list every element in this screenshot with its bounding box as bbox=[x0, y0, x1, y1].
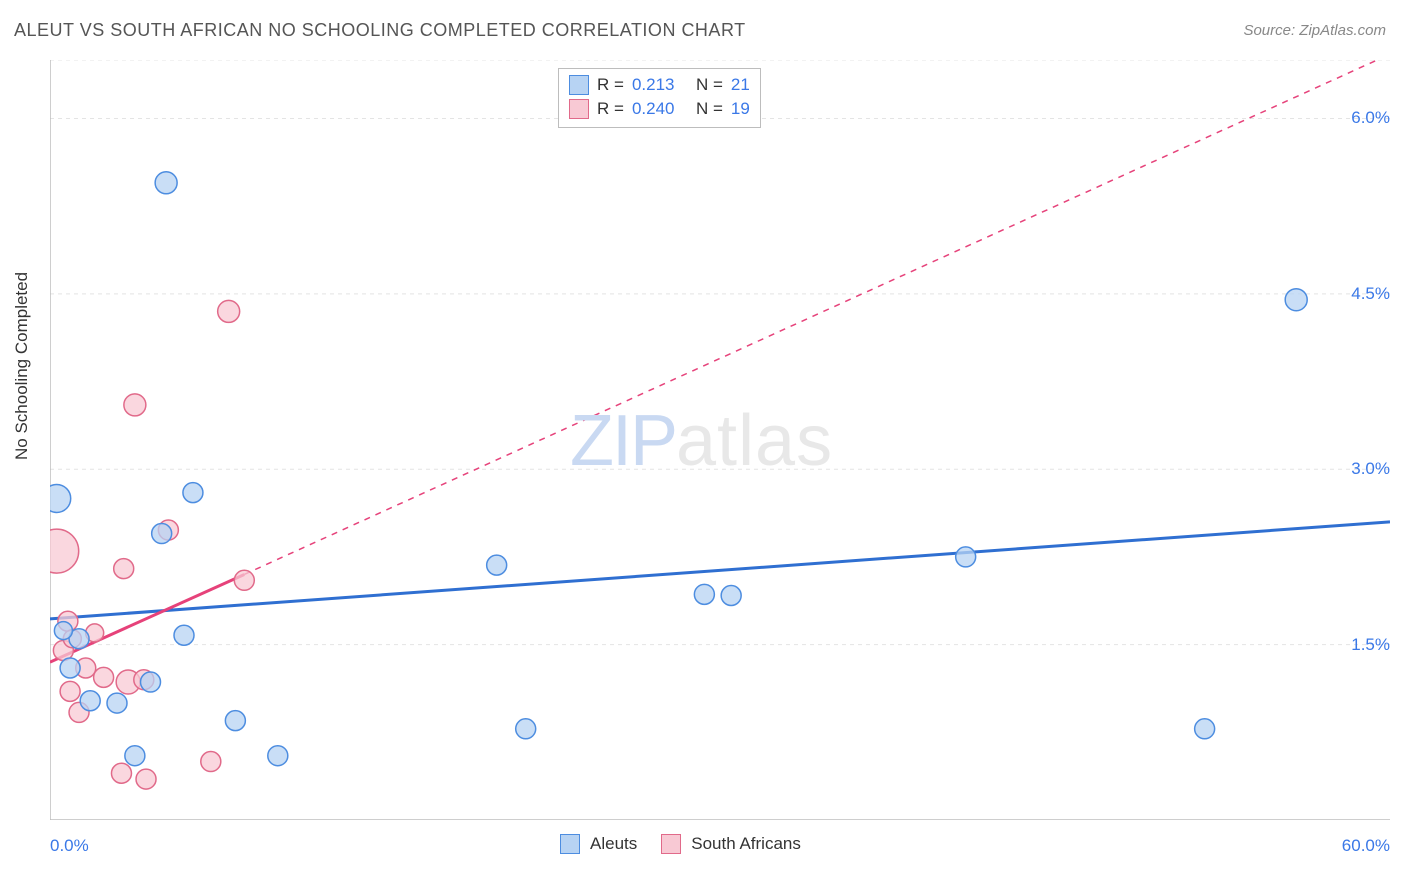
legend-swatch bbox=[569, 75, 589, 95]
legend-n-label: N = bbox=[696, 97, 723, 121]
scatter-plot bbox=[50, 60, 1390, 820]
y-axis-label: No Schooling Completed bbox=[12, 272, 32, 460]
legend-r-value: 0.240 bbox=[632, 97, 688, 121]
legend-swatch bbox=[569, 99, 589, 119]
y-tick-label: 4.5% bbox=[1351, 284, 1390, 304]
y-tick-label: 6.0% bbox=[1351, 108, 1390, 128]
legend-row: R = 0.240 N = 19 bbox=[569, 97, 750, 121]
series-legend: Aleuts South Africans bbox=[560, 834, 815, 854]
legend-r-value: 0.213 bbox=[632, 73, 688, 97]
legend-r-label: R = bbox=[597, 73, 624, 97]
legend-row: R = 0.213 N = 21 bbox=[569, 73, 750, 97]
y-tick-label: 1.5% bbox=[1351, 635, 1390, 655]
x-axis-min-label: 0.0% bbox=[50, 836, 89, 856]
correlation-legend: R = 0.213 N = 21 R = 0.240 N = 19 bbox=[558, 68, 761, 128]
y-tick-label: 3.0% bbox=[1351, 459, 1390, 479]
legend-n-label: N = bbox=[696, 73, 723, 97]
x-axis-max-label: 60.0% bbox=[1342, 836, 1390, 856]
legend-r-label: R = bbox=[597, 97, 624, 121]
chart-source: Source: ZipAtlas.com bbox=[1243, 22, 1386, 39]
legend-swatch bbox=[661, 834, 681, 854]
legend-n-value: 19 bbox=[731, 97, 750, 121]
chart-svg bbox=[50, 60, 1390, 820]
legend-series-label: Aleuts bbox=[590, 834, 637, 854]
legend-n-value: 21 bbox=[731, 73, 750, 97]
legend-swatch bbox=[560, 834, 580, 854]
chart-title: ALEUT VS SOUTH AFRICAN NO SCHOOLING COMP… bbox=[14, 20, 746, 41]
legend-series-label: South Africans bbox=[691, 834, 801, 854]
